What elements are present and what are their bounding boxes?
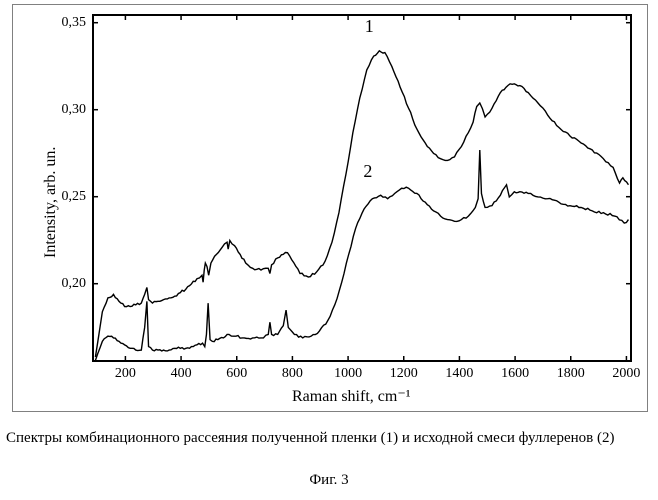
- x-tick-label: 1200: [390, 366, 418, 382]
- x-tick-label: 1400: [445, 366, 473, 382]
- x-tick-label: 800: [282, 366, 303, 382]
- figure-label: Фиг. 3: [0, 472, 658, 489]
- y-axis-label: Intensity, arb. un.: [42, 147, 60, 258]
- tick-marks: [0, 0, 658, 500]
- series-label-1: 1: [365, 16, 374, 37]
- series-label-2: 2: [363, 161, 372, 182]
- y-tick-label: 0,35: [62, 15, 87, 31]
- y-tick-label: 0,25: [62, 189, 87, 205]
- figure: 200 400 600 800 1000 1200 1400 1600 1800 2000 0,2…: [0, 0, 658, 500]
- caption: Спектры комбинационного рассеяния получе…: [6, 428, 646, 448]
- x-tick-label: 400: [171, 366, 192, 382]
- x-tick-label: 1600: [501, 366, 529, 382]
- x-axis-label: Raman shift, cm⁻¹: [292, 386, 411, 406]
- x-tick-label: 200: [115, 366, 136, 382]
- x-tick-label: 600: [226, 366, 247, 382]
- y-tick-label: 0,30: [62, 102, 87, 118]
- x-tick-label: 2000: [612, 366, 640, 382]
- x-tick-label: 1000: [334, 366, 362, 382]
- y-tick-label: 0,20: [62, 276, 87, 292]
- x-tick-label: 1800: [557, 366, 585, 382]
